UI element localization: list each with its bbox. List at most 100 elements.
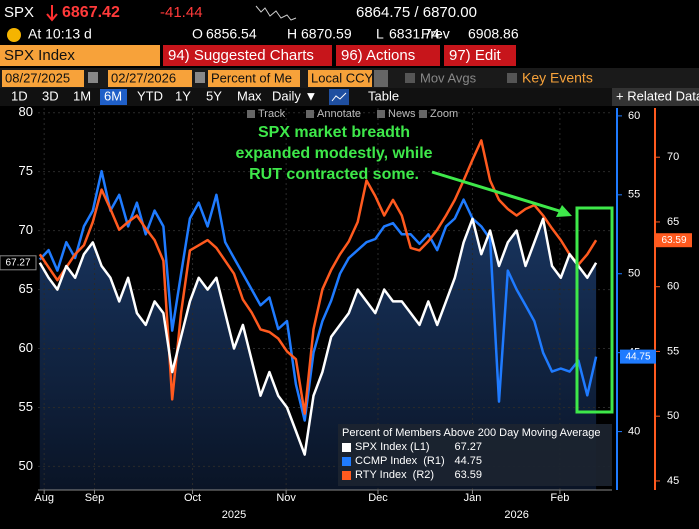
x-tick-label: Feb <box>550 492 569 504</box>
field-input[interactable] <box>208 70 300 87</box>
tool[interactable]: Zoom <box>430 108 458 120</box>
y3-tick-label: 60 <box>667 281 679 293</box>
y-tick-label: 60 <box>19 340 33 355</box>
low: 6831.74 <box>389 26 440 42</box>
date-input[interactable] <box>108 70 192 87</box>
menu-label: 94) Suggested Charts <box>168 47 314 64</box>
last-value-badge <box>0 255 37 271</box>
frequency[interactable]: Daily ▼ <box>272 88 317 103</box>
legend-label: CCMP Index (R1) <box>355 455 445 467</box>
time: At 10:13 d <box>28 26 92 42</box>
mov-avgs: Mov Avgs <box>420 70 477 85</box>
tool-icon <box>306 110 314 118</box>
y3-tick-label: 65 <box>667 216 679 228</box>
legend-value: 44.75 <box>454 455 482 467</box>
menu-button[interactable] <box>163 45 332 66</box>
legend-swatch <box>342 443 351 452</box>
annotation-arrowhead <box>556 205 572 217</box>
legend-swatch <box>342 457 351 466</box>
annotation-line: SPX market breadth <box>258 124 410 141</box>
period[interactable]: 1M <box>73 88 91 103</box>
open-label: O <box>192 26 203 42</box>
y-tick-label: 65 <box>19 281 33 296</box>
tool-icon <box>247 110 255 118</box>
last-value-badge <box>620 349 656 364</box>
tool[interactable]: News <box>388 108 416 120</box>
down-arrow <box>46 5 58 22</box>
legend-label: SPX Index (L1) <box>355 441 430 453</box>
y2-tick-label: 40 <box>628 426 640 438</box>
prev-label: Prev <box>421 26 450 42</box>
calendar-icon[interactable] <box>88 72 98 83</box>
menu-button[interactable] <box>444 45 516 66</box>
related-bar <box>612 88 699 106</box>
period[interactable]: 1D <box>11 88 28 103</box>
y3-tick-label: 70 <box>667 151 679 163</box>
checkbox[interactable] <box>405 73 415 83</box>
menu-button[interactable] <box>336 45 440 66</box>
last-value-label: 67.27 <box>5 257 30 268</box>
y-tick-label: 75 <box>19 163 33 178</box>
chart-tools: Track Annotate News Zoom <box>247 108 458 120</box>
start-date: 08/27/2025 <box>5 70 70 85</box>
last-value-badge <box>656 233 692 248</box>
low-label: L <box>376 26 384 42</box>
bid-ask: 6864.75 / 6870.00 <box>356 4 477 21</box>
table[interactable]: Table <box>368 88 399 103</box>
period[interactable]: 3D <box>42 88 59 103</box>
prev: 6908.86 <box>468 26 519 42</box>
period-bar <box>0 88 699 106</box>
y3-tick-label: 45 <box>667 475 679 487</box>
x-year-label: 2026 <box>504 509 528 521</box>
legend: Percent of Members Above 200 Day Moving … <box>338 424 612 486</box>
sparkline <box>255 5 297 21</box>
period[interactable]: Max <box>237 88 262 103</box>
highlight-box <box>575 206 614 414</box>
y-tick-label: 50 <box>19 458 33 473</box>
checkbox[interactable] <box>507 73 517 83</box>
ticker: SPX <box>4 4 34 21</box>
x-year-label: 2025 <box>222 509 246 521</box>
period[interactable]: YTD <box>137 88 163 103</box>
tool-icon <box>419 110 427 118</box>
period[interactable]: 5Y <box>206 88 222 103</box>
menu-label: 96) Actions <box>341 47 415 64</box>
last-value-label: 44.75 <box>625 351 650 362</box>
tool-icon <box>377 110 385 118</box>
y-tick-label: 55 <box>19 399 33 414</box>
currency-input[interactable] <box>308 70 372 87</box>
legend-label: RTY Index (R2) <box>355 469 434 481</box>
periods: 1D 3D 1M 6M YTD 1Y 5Y Max <box>11 88 262 105</box>
period[interactable]: 1Y <box>175 88 191 103</box>
legend-swatch <box>342 471 351 480</box>
y-tick-label: 70 <box>19 222 33 237</box>
annotation: SPX market breadth expanded modestly, wh… <box>235 124 614 414</box>
high: 6870.59 <box>301 26 352 42</box>
calendar-icon[interactable] <box>195 72 205 83</box>
line <box>38 217 598 456</box>
tool[interactable]: Annotate <box>317 108 361 120</box>
open: 6856.54 <box>206 26 257 42</box>
x-tick-label: Nov <box>276 492 296 504</box>
annotation-line: expanded modestly, while <box>235 145 432 162</box>
period[interactable]: 6M <box>104 88 122 103</box>
change: -41.44 <box>160 4 203 21</box>
x-tick-label: Jan <box>464 492 482 504</box>
chart-icon-glyph <box>331 92 347 102</box>
chart-icon[interactable] <box>329 89 349 105</box>
related[interactable]: + Related Data <box>616 88 699 103</box>
tool[interactable]: Track <box>258 108 286 120</box>
y3-tick-label: 50 <box>667 410 679 422</box>
date-input[interactable] <box>2 70 84 87</box>
y3-tick-label: 55 <box>667 345 679 357</box>
high-label: H <box>287 26 297 42</box>
dropdown[interactable] <box>374 70 388 87</box>
key-events: Key Events <box>522 70 593 86</box>
legend-title: Percent of Members Above 200 Day Moving … <box>342 427 600 439</box>
y2-tick-label: 55 <box>628 189 640 201</box>
annotation-arrow <box>431 170 567 215</box>
x-tick-label: Dec <box>368 492 388 504</box>
security-box[interactable] <box>0 45 160 66</box>
y2-tick-label: 60 <box>628 110 640 122</box>
security: SPX Index <box>4 47 75 64</box>
